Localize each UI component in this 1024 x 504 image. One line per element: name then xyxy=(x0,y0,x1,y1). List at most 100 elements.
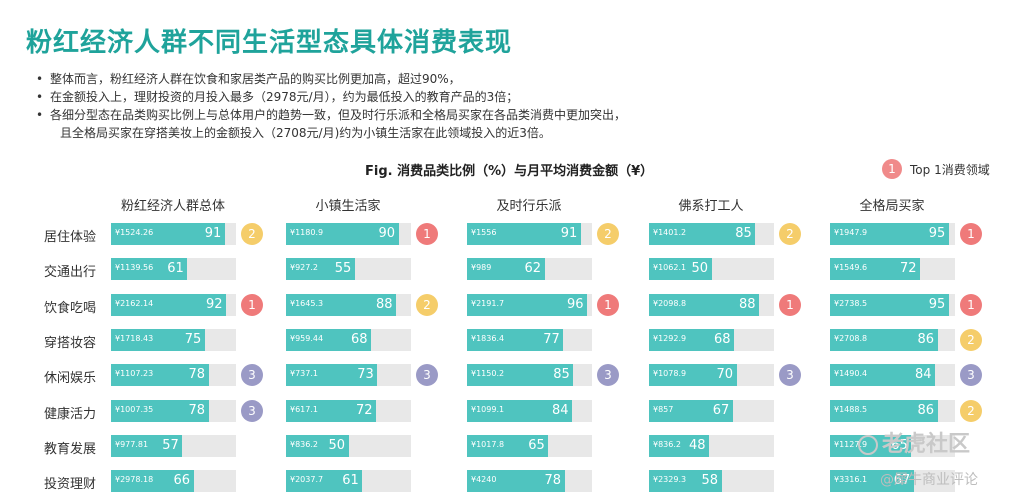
amount-label: ¥1292.9 xyxy=(653,333,687,343)
amount-label: ¥836.2 xyxy=(653,439,681,449)
bar: ¥1490.4 84 xyxy=(830,364,935,387)
percent-label: 61 xyxy=(167,261,184,277)
amount-label: ¥1718.43 xyxy=(115,333,154,343)
bar: ¥1401.2 85 xyxy=(649,223,756,245)
bar-track: ¥737.1 73 xyxy=(286,364,411,387)
category-label: 交通出行 xyxy=(44,265,97,281)
bar-track: ¥977.81 57 xyxy=(111,434,236,457)
amount-label: ¥989 xyxy=(471,263,492,273)
percent-label: 48 xyxy=(689,437,706,453)
bar: ¥1549.6 72 xyxy=(830,258,920,281)
percent-label: 95 xyxy=(928,226,946,241)
bar: ¥1007.35 78 xyxy=(111,399,209,422)
bar-track: ¥927.2 55 xyxy=(286,258,411,281)
amount-label: ¥1007.35 xyxy=(115,404,154,414)
bar-track: ¥1401.2 85 xyxy=(649,223,774,245)
amount-label: ¥617.1 xyxy=(290,404,318,414)
percent-label: 72 xyxy=(356,402,373,418)
percent-label: 66 xyxy=(173,473,191,489)
percent-label: 88 xyxy=(739,296,756,312)
bar: ¥2978.18 66 xyxy=(111,470,194,493)
bar: ¥2162.14 92 xyxy=(111,293,226,316)
rank-badge-3: 3 xyxy=(416,364,438,387)
amount-label: ¥1488.5 xyxy=(834,404,868,414)
bar-track: ¥1718.43 75 xyxy=(111,328,236,351)
percent-label: 73 xyxy=(357,367,374,383)
amount-label: ¥2708.8 xyxy=(834,333,868,343)
series-header: 及时行乐派 xyxy=(496,199,562,214)
bar: ¥1099.1 84 xyxy=(467,399,572,422)
bar: ¥2191.7 96 xyxy=(467,293,587,316)
bar-track: ¥1549.6 72 xyxy=(830,258,955,281)
bar: ¥1718.43 75 xyxy=(111,328,205,351)
bar-track: ¥1292.9 68 xyxy=(649,328,774,351)
series-header: 佛系打工人 xyxy=(678,199,744,214)
series-header: 全格局买家 xyxy=(859,199,925,214)
amount-label: ¥1017.8 xyxy=(471,439,505,449)
rank-badge-2: 2 xyxy=(779,223,801,245)
percent-label: 57 xyxy=(162,437,179,453)
amount-label: ¥3316.1 xyxy=(834,475,868,485)
amount-label: ¥2098.8 xyxy=(653,298,687,308)
percent-label: 62 xyxy=(524,261,542,277)
percent-label: 75 xyxy=(184,331,202,347)
bar: ¥1150.2 85 xyxy=(467,364,574,387)
rank-badge-2: 2 xyxy=(416,293,438,316)
category-label: 穿搭妆容 xyxy=(44,335,97,351)
amount-label: ¥1947.9 xyxy=(834,228,868,237)
bar: ¥1062.1 50 xyxy=(649,258,712,281)
bar: ¥1078.9 70 xyxy=(649,364,737,387)
percent-label: 50 xyxy=(691,261,709,277)
bar-track: ¥617.1 72 xyxy=(286,399,411,422)
rank-badge-1: 1 xyxy=(241,293,263,316)
bar: ¥1107.23 78 xyxy=(111,364,209,387)
bar: ¥2098.8 88 xyxy=(649,293,759,316)
bar-track: ¥1150.2 85 xyxy=(467,364,592,387)
bar-track: ¥2329.3 58 xyxy=(649,470,774,493)
percent-label: 95 xyxy=(928,296,946,312)
rank-badge-3: 3 xyxy=(779,364,801,387)
percent-label: 84 xyxy=(915,367,932,383)
watermark-text: 老虎社区 xyxy=(882,432,971,457)
bar-track: ¥1139.56 61 xyxy=(111,258,236,281)
bar-track: ¥1007.35 78 xyxy=(111,399,236,422)
bar: ¥2708.8 86 xyxy=(830,328,938,351)
legend-badge: 1 xyxy=(882,159,902,179)
rank-badge-2: 2 xyxy=(960,328,982,351)
rank-badge-2: 2 xyxy=(597,223,619,245)
amount-label: ¥857 xyxy=(653,404,674,414)
percent-label: 67 xyxy=(893,473,911,489)
amount-label: ¥4240 xyxy=(471,475,497,485)
bar: ¥2037.7 61 xyxy=(286,470,363,493)
bar-track: ¥836.2 48 xyxy=(649,434,774,457)
bar-track: ¥1062.1 50 xyxy=(649,258,774,281)
bar-track: ¥2162.14 92 xyxy=(111,293,236,316)
bar-track: ¥3316.1 67 xyxy=(830,470,955,493)
percent-label: 67 xyxy=(712,402,730,418)
amount-label: ¥2162.14 xyxy=(115,298,154,308)
amount-label: ¥2738.5 xyxy=(834,298,868,308)
percent-label: 85 xyxy=(553,367,570,383)
percent-label: 78 xyxy=(544,473,562,489)
percent-label: 50 xyxy=(328,437,346,453)
rank-badge-1: 1 xyxy=(416,223,438,245)
amount-label: ¥977.81 xyxy=(115,439,149,449)
bullet-3-continued: 且全格局买家在穿搭美妆上的金额投入（2708元/月)约为小镇生活家在此领域投入的… xyxy=(60,126,551,140)
bar-track: ¥2738.5 95 xyxy=(830,293,955,316)
amount-label: ¥1062.1 xyxy=(653,263,687,273)
rank-badge-3: 3 xyxy=(241,399,263,422)
bar-track: ¥857 67 xyxy=(649,399,774,422)
bar-track: ¥959.44 68 xyxy=(286,328,411,351)
percent-label: 65 xyxy=(891,437,908,453)
amount-label: ¥1127.9 xyxy=(834,439,868,449)
bar-track: ¥2191.7 96 xyxy=(467,293,592,316)
bar: ¥1645.3 88 xyxy=(286,293,396,316)
category-label: 教育发展 xyxy=(44,441,97,457)
bullet-3: 各细分型态在品类购买比例上与总体用户的趋势一致，但及时行乐派和全格局买家在各品类… xyxy=(36,106,696,124)
percent-label: 68 xyxy=(351,331,368,347)
bar: ¥1139.56 61 xyxy=(111,258,188,281)
bullet-1: 整体而言，粉红经济人群在饮食和家居类产品的购买比例更加高，超过90%， xyxy=(36,70,696,88)
category-label: 饮食吃喝 xyxy=(44,300,97,316)
percent-label: 84 xyxy=(552,402,569,418)
bar: ¥836.2 48 xyxy=(649,434,709,457)
